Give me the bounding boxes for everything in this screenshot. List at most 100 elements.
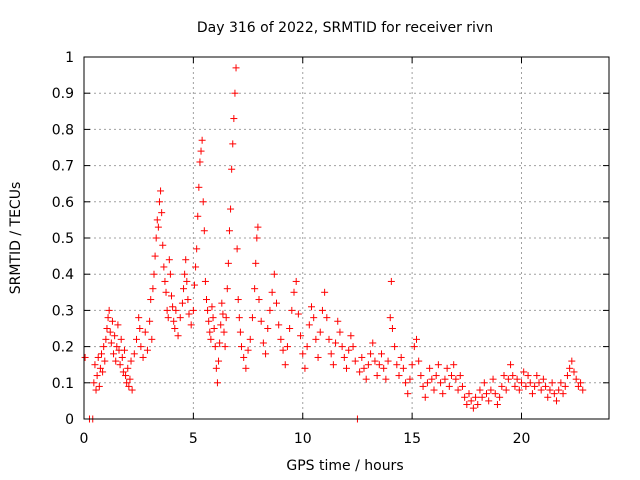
data-point [103,325,111,332]
data-point [483,390,490,398]
data-point [158,209,166,217]
data-point [358,353,366,361]
data-point [410,343,418,351]
data-point [273,299,280,307]
data-point [220,328,228,336]
data-point [546,386,554,394]
data-point [107,339,115,347]
data-point [439,390,447,398]
data-point [421,393,429,401]
data-point [169,303,177,311]
data-point [168,292,175,300]
data-point [174,332,182,340]
data-point [127,357,135,365]
data-point [572,375,580,383]
y-tick-label: 0.5 [52,231,74,247]
data-point [150,270,158,278]
data-point [371,357,379,365]
y-axis-label: SRMTID / TECUs [8,182,24,295]
data-point [349,343,357,351]
data-point [561,382,569,390]
data-point [461,393,469,401]
data-point [155,198,163,206]
data-point [292,277,300,285]
data-point [119,368,127,376]
data-point [117,335,125,343]
data-point [183,277,191,285]
data-point [164,314,172,322]
data-point [217,321,225,329]
data-point [130,350,138,358]
data-point [114,321,122,329]
data-point [351,357,359,365]
data-point [504,375,512,383]
data-point [223,285,231,293]
data-point [248,314,256,322]
data-point [108,317,116,325]
data-point [454,386,462,394]
data-point [467,397,475,405]
data-point [448,372,455,380]
data-point [240,353,248,361]
data-point [141,328,149,336]
data-point [458,382,466,390]
data-point [472,393,480,401]
data-point [456,372,464,380]
data-point [367,350,375,358]
data-point [465,390,473,398]
y-tick-label: 0.6 [52,195,74,211]
data-point [120,346,128,354]
data-point [133,335,140,343]
y-tick-label: 0.3 [52,303,74,319]
data-point [563,372,571,380]
data-point [94,353,102,361]
data-point [426,364,434,372]
data-point [391,343,399,351]
data-point [393,361,401,369]
data-point [520,368,528,376]
chart-title: Day 316 of 2022, SRMTID for receiver riv… [197,20,493,36]
data-point [259,339,267,347]
data-point [301,364,309,372]
data-point [476,386,484,394]
data-point [204,306,212,314]
data-point [452,375,460,383]
data-point [180,285,188,293]
data-point [321,288,329,296]
data-point [161,277,169,285]
data-point [187,321,195,329]
data-point [104,314,112,322]
data-point [236,328,244,336]
data-point [485,397,493,405]
data-point [246,335,254,343]
data-point [275,321,283,329]
data-point [110,350,118,358]
data-point [364,361,372,369]
data-point [544,393,552,401]
data-point [305,321,313,329]
data-point [257,317,265,325]
data-point [218,299,226,307]
data-point [570,368,578,376]
data-point [216,339,224,347]
data-point [185,310,193,318]
data-point [327,350,335,358]
data-point [555,386,563,394]
data-point [387,277,395,285]
data-point [507,361,515,369]
data-point [445,382,453,390]
data-point [149,285,157,293]
data-point [406,375,414,383]
data-point [190,281,198,289]
data-point [279,346,287,354]
data-point [338,343,346,351]
data-point [314,353,322,361]
data-point [93,372,101,380]
data-point [208,303,216,311]
data-point [215,357,223,365]
data-point [210,325,218,332]
data-point [147,296,155,304]
y-tick-label: 0.4 [52,267,74,283]
data-point [566,364,574,372]
